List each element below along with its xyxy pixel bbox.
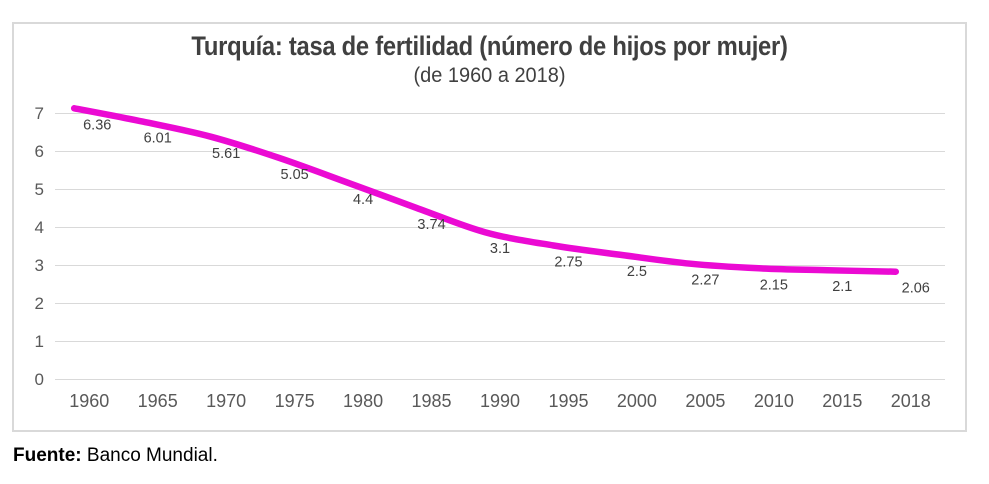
y-axis-tick-label: 1 — [35, 332, 44, 351]
x-axis-tick-label: 2000 — [617, 391, 657, 411]
x-axis-tick-label: 1970 — [206, 391, 246, 411]
data-label: 5.05 — [280, 167, 308, 183]
x-axis-tick-label: 1985 — [412, 391, 452, 411]
x-axis-tick-label: 1980 — [343, 391, 383, 411]
y-axis-tick-label: 6 — [35, 142, 44, 161]
data-label: 3.1 — [490, 241, 510, 257]
data-label: 2.06 — [902, 281, 930, 297]
chart-subtitle: (de 1960 a 2018) — [413, 64, 566, 87]
x-axis-tick-label: 1965 — [138, 391, 178, 411]
fertility-trend-line — [70, 105, 900, 275]
chart-title: Turquía: tasa de fertilidad (número de h… — [191, 31, 788, 61]
source-label: Fuente: — [13, 445, 82, 466]
y-axis-tick-label: 2 — [35, 294, 44, 313]
x-axis-tick-label: 2015 — [822, 391, 862, 411]
x-axis-tick-label: 1975 — [275, 391, 315, 411]
source-note: Fuente: Banco Mundial. — [13, 445, 218, 467]
data-label: 5.61 — [212, 146, 240, 162]
x-axis-tick-label: 1995 — [548, 391, 588, 411]
y-axis-tick-label: 7 — [35, 104, 44, 123]
x-axis-tick-label: 2010 — [754, 391, 794, 411]
source-text: Banco Mundial. — [86, 445, 218, 466]
y-axis-tick-label: 0 — [35, 370, 44, 389]
data-label: 6.01 — [144, 131, 172, 147]
data-label: 4.4 — [353, 192, 373, 208]
data-label: 2.75 — [554, 255, 582, 271]
data-label: 2.27 — [691, 273, 719, 289]
data-label: 3.74 — [417, 217, 445, 233]
x-axis-tick-label: 2005 — [685, 391, 725, 411]
x-axis-tick-label: 1990 — [480, 391, 520, 411]
x-axis-tick-label: 2018 — [891, 391, 931, 411]
y-axis-tick-label: 4 — [35, 218, 44, 237]
data-label: 2.1 — [832, 279, 852, 295]
data-label: 2.15 — [760, 277, 788, 293]
data-label: 2.5 — [627, 264, 647, 280]
x-axis-tick-label: 1960 — [69, 391, 109, 411]
y-axis-tick-label: 5 — [35, 180, 44, 199]
y-axis-tick-label: 3 — [35, 256, 44, 275]
data-label: 6.36 — [83, 117, 111, 133]
